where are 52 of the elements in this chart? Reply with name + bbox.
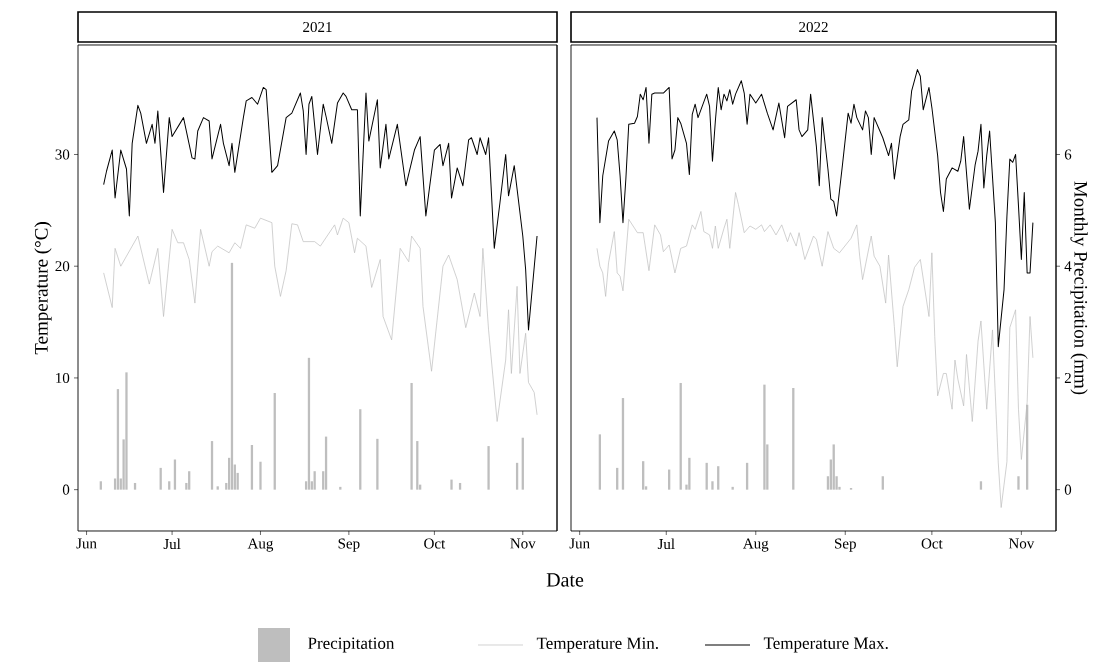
bar (133, 482, 137, 490)
bar (711, 481, 714, 490)
x-tick-label: Nov (510, 538, 536, 549)
x-tick-label: Aug (742, 538, 769, 552)
bar (339, 486, 342, 490)
y-tick-label: 30 (55, 149, 70, 160)
bar (731, 486, 734, 490)
y2-axis-title: Monthly Precipitation (mm) (1070, 181, 1088, 395)
bar (763, 384, 766, 490)
x-tick-label: Oct (424, 538, 446, 549)
bar (188, 471, 191, 490)
bar (259, 461, 262, 490)
x-tick-label: Jun (76, 538, 97, 549)
legend-label: Temperature Max. (763, 637, 888, 653)
bar (99, 481, 102, 490)
x-tick-label: Jul (657, 538, 675, 550)
bar (487, 446, 490, 490)
bar (979, 481, 983, 490)
x-tick-label: Aug (247, 538, 274, 552)
bar (410, 382, 413, 490)
bar (216, 486, 219, 490)
x-tick-label: Jun (569, 538, 590, 549)
bar (125, 372, 128, 490)
y2-tick-label: 6 (1064, 149, 1072, 160)
legend-label: Precipitation (308, 637, 395, 653)
x-tick-label: Nov (1008, 538, 1035, 549)
y2-tick-label: 2 (1064, 372, 1071, 383)
bar (168, 481, 171, 490)
chart-title: 2022 (799, 21, 828, 33)
bar (173, 459, 177, 490)
x-tick-label: Oct (921, 538, 943, 549)
y-tick-label: 0 (62, 484, 70, 495)
y-tick-label: 20 (55, 261, 70, 272)
bar (881, 476, 884, 490)
bar (376, 438, 379, 490)
bar (1017, 476, 1020, 490)
x-tick-label: Sep (338, 538, 360, 552)
y-tick-label: 10 (56, 372, 70, 383)
bar (313, 471, 316, 490)
x-axis-title: Date (546, 573, 584, 587)
bar (450, 479, 453, 490)
y2-tick-label: 4 (1064, 261, 1072, 272)
x-tick-label: Sep (835, 538, 856, 552)
line-series (103, 86, 538, 331)
y2-tick-label: 0 (1064, 484, 1072, 495)
legend-label: Temperature Min. (536, 637, 658, 653)
bar (688, 457, 691, 490)
chart-title: 2021 (303, 21, 332, 33)
y-axis-title: Temperature (°C) (34, 222, 52, 355)
x-tick-label: Jul (163, 538, 181, 550)
line-series (103, 217, 538, 422)
bar (458, 482, 462, 490)
